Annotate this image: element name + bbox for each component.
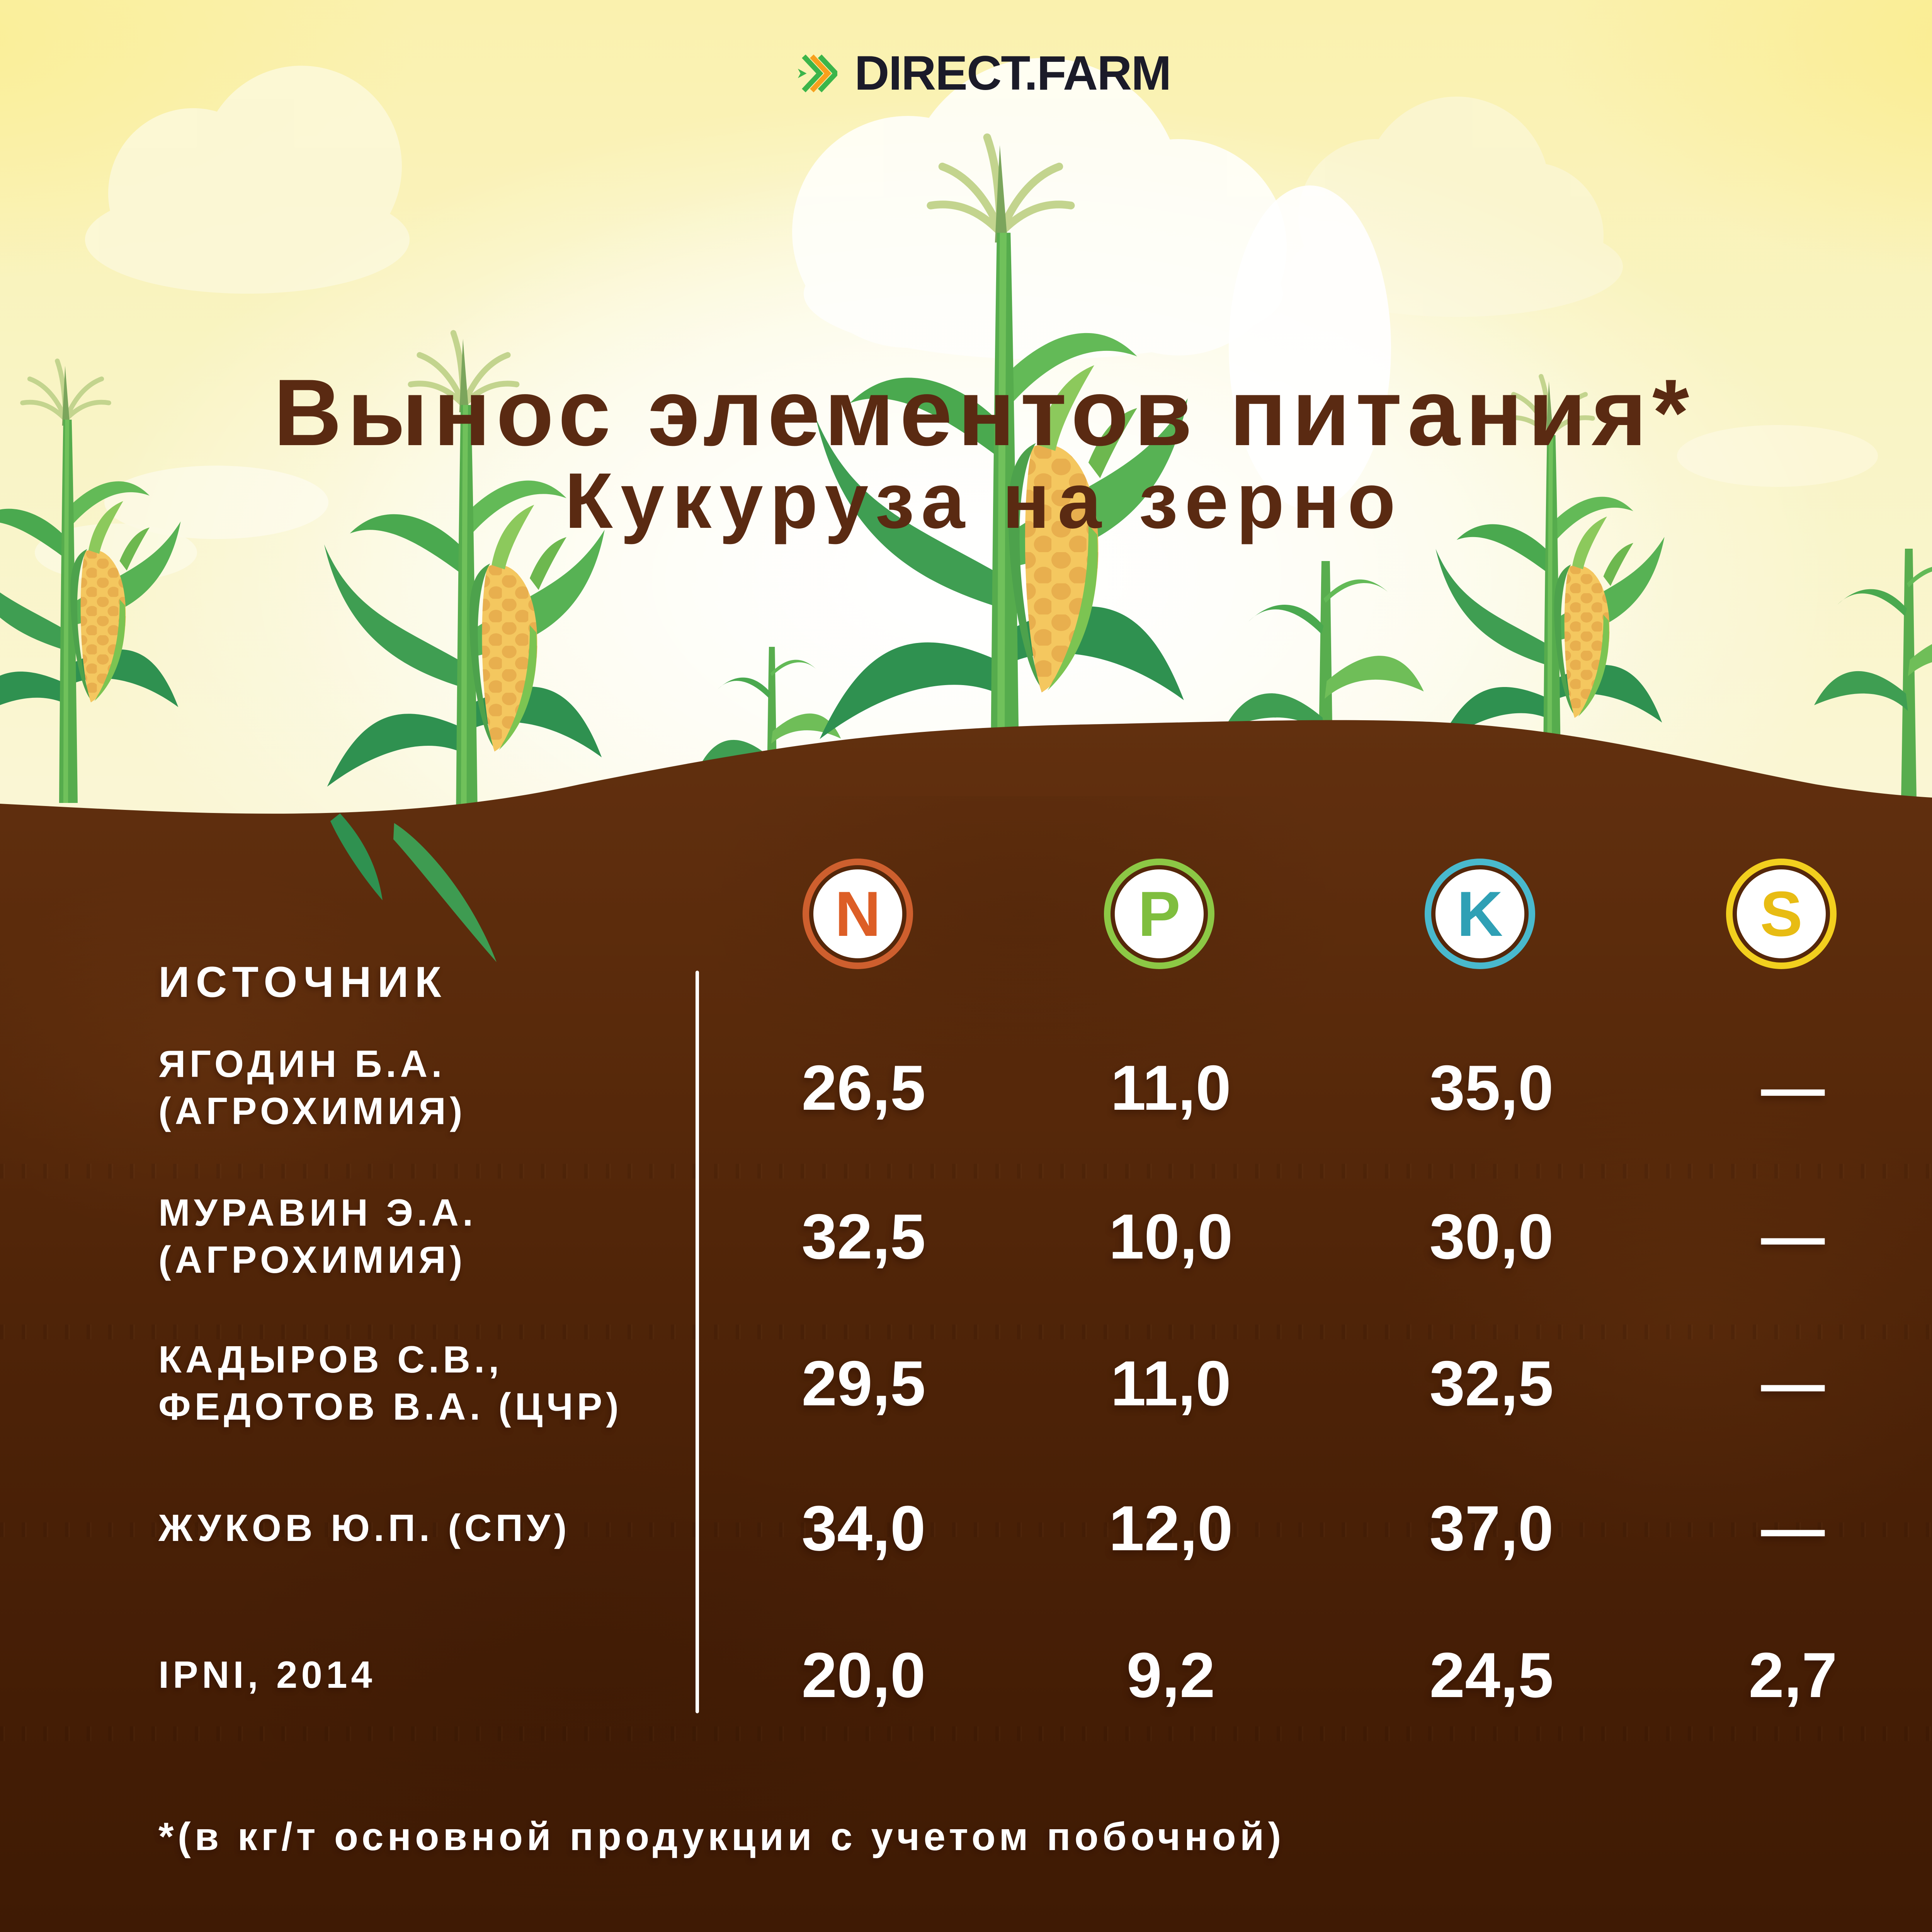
nutrient-value: 9,2	[1126, 1639, 1215, 1711]
source-label: IPNI, 2014	[158, 1611, 676, 1739]
page-subtitle: Кукуруза на зерно	[565, 457, 1403, 545]
nutrient-value: —	[1761, 1052, 1825, 1123]
nutrient-value: 2,7	[1748, 1639, 1837, 1711]
table-row: МУРАВИН Э.А. (АГРОХИМИЯ) 32,5 10,0 30,0 …	[0, 1173, 1932, 1300]
table-divider	[696, 971, 699, 1713]
nutrient-value: 24,5	[1429, 1639, 1554, 1711]
source-line: (АГРОХИМИЯ)	[158, 1238, 466, 1281]
nutrient-value: 32,5	[1429, 1348, 1554, 1419]
brand-logo: DIRECT.FARM	[0, 46, 1932, 101]
nutrient-value: 20,0	[801, 1639, 926, 1711]
nutrient-value: 11,0	[1110, 1052, 1231, 1123]
nutrient-value: 37,0	[1429, 1493, 1554, 1564]
nutrient-badge-n: N	[813, 869, 902, 958]
nutrient-value: 35,0	[1429, 1052, 1554, 1123]
source-line: (АГРОХИМИЯ)	[158, 1090, 466, 1132]
logo-chevrons-icon	[798, 54, 838, 92]
nutrient-value: 26,5	[801, 1052, 926, 1123]
nutrient-badge-p: P	[1115, 869, 1204, 958]
nutrient-badge-k: K	[1435, 869, 1524, 958]
table-row: ЯГОДИН Б.А. (АГРОХИМИЯ) 26,5 11,0 35,0 —	[0, 1024, 1932, 1151]
unit-footnote: *(в кг/т основной продукции с учетом поб…	[158, 1815, 1285, 1859]
source-column-header: ИСТОЧНИК	[158, 958, 447, 1006]
table-row: IPNI, 2014 20,0 9,2 24,5 2,7	[0, 1611, 1932, 1739]
nutrient-value: 34,0	[801, 1493, 926, 1564]
nutrient-symbol: K	[1457, 878, 1503, 949]
nutrient-value: 29,5	[801, 1348, 926, 1419]
source-line: КАДЫРОВ С.В.,	[158, 1338, 503, 1381]
nutrient-value: —	[1761, 1201, 1825, 1272]
source-label: МУРАВИН Э.А. (АГРОХИМИЯ)	[158, 1173, 676, 1300]
nutrient-value: 11,0	[1110, 1348, 1231, 1419]
source-line: ФЕДОТОВ В.А. (ЦЧР)	[158, 1385, 623, 1428]
page-title: Вынос элементов питания*	[273, 359, 1695, 465]
nutrient-value: 30,0	[1429, 1201, 1554, 1272]
nutrient-value: 32,5	[801, 1201, 926, 1272]
brand-name: DIRECT.FARM	[854, 46, 1171, 100]
nutrient-symbol: P	[1138, 878, 1181, 949]
soil-ground	[0, 720, 1932, 1932]
source-line: ЖУКОВ Ю.П. (СПУ)	[158, 1507, 571, 1549]
nutrient-value: 12,0	[1109, 1493, 1233, 1564]
source-line: ЯГОДИН Б.А.	[158, 1043, 446, 1085]
nutrient-badge-s: S	[1737, 869, 1826, 958]
source-line: IPNI, 2014	[158, 1653, 376, 1696]
table-row: ЖУКОВ Ю.П. (СПУ) 34,0 12,0 37,0 —	[0, 1464, 1932, 1592]
nutrient-value: 10,0	[1109, 1201, 1233, 1272]
nutrient-symbol: N	[835, 878, 881, 949]
source-line: МУРАВИН Э.А.	[158, 1191, 477, 1234]
source-label: ЖУКОВ Ю.П. (СПУ)	[158, 1464, 676, 1592]
nutrient-value: —	[1761, 1493, 1825, 1564]
source-label: ЯГОДИН Б.А. (АГРОХИМИЯ)	[158, 1024, 676, 1151]
nutrient-symbol: S	[1760, 878, 1803, 949]
table-row: КАДЫРОВ С.В., ФЕДОТОВ В.А. (ЦЧР) 29,5 11…	[0, 1320, 1932, 1447]
source-label: КАДЫРОВ С.В., ФЕДОТОВ В.А. (ЦЧР)	[158, 1320, 676, 1447]
nutrient-value: —	[1761, 1348, 1825, 1419]
